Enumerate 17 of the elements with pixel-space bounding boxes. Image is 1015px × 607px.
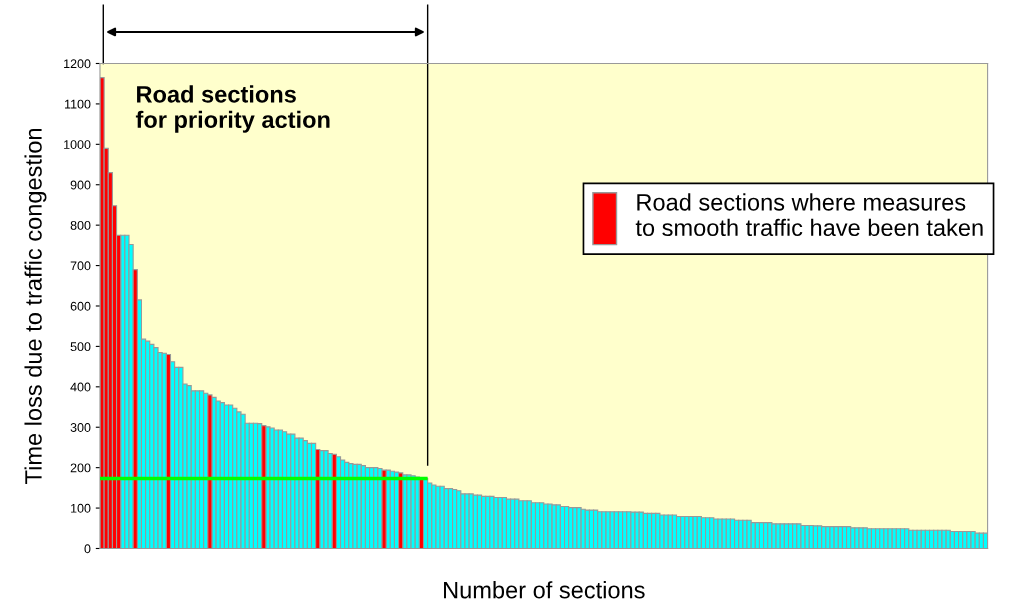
y-tick-label: 0 <box>84 544 91 554</box>
y-tick-label: 600 <box>70 301 91 311</box>
annotation: Road sections for priority action <box>135 85 330 133</box>
y-tick-label: 900 <box>70 180 91 190</box>
y-tick-label: 400 <box>70 382 91 392</box>
y-axis-title: Time loss due to traffic congestion <box>24 129 47 484</box>
y-tick-label: 1200 <box>64 59 91 69</box>
y-tick-label: 100 <box>71 503 91 513</box>
y-tick-label: 300 <box>70 423 91 432</box>
y-tick-label: 200 <box>70 463 91 473</box>
legend-label: Road sections where measures to smooth traffic have been taken <box>635 193 983 237</box>
y-tick-label: 500 <box>70 342 91 352</box>
y-tick-label: 700 <box>70 261 91 271</box>
y-tick-label: 1000 <box>64 140 91 149</box>
y-tick-label: 800 <box>70 220 91 230</box>
y-tick-label: 1100 <box>65 99 91 109</box>
x-axis-title: Number of sections <box>444 581 645 599</box>
